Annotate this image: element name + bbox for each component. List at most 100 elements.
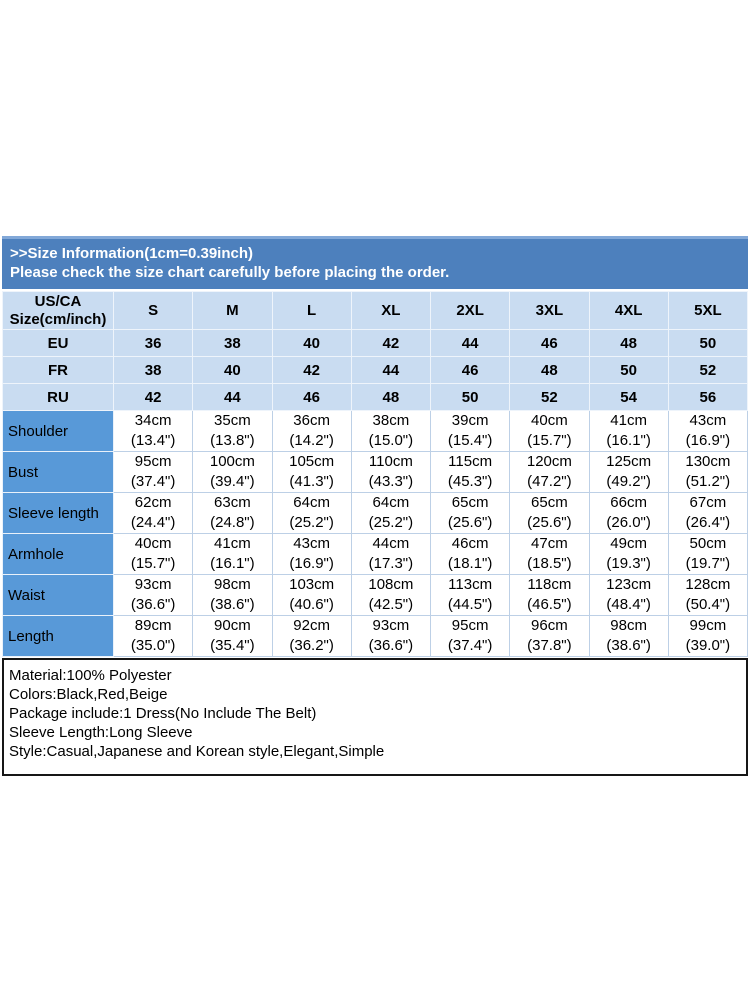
size-header-4xl: 4XL	[588, 291, 669, 330]
banner-subtitle: Please check the size chart carefully be…	[10, 264, 450, 281]
measurement-inch: (50.4")	[685, 596, 731, 613]
measurement-inch: (25.6")	[527, 514, 572, 531]
measurement-inch: (40.6")	[289, 596, 334, 613]
size-info-banner: >>Size Information(1cm=0.39inch) Please …	[2, 236, 748, 289]
size-header-l: L	[271, 291, 352, 330]
measurement-value-cell: 93cm (36.6")	[112, 574, 194, 616]
measurement-value-cell: 40cm (15.7")	[112, 533, 194, 575]
measurement-inch: (37.8")	[527, 637, 572, 654]
measurement-value-cell: 63cm (24.8")	[192, 492, 273, 534]
measurement-inch: (15.4")	[447, 432, 493, 449]
measurement-value-cell: 67cm (26.4")	[667, 492, 749, 534]
measurement-cm: 100cm	[209, 453, 255, 470]
measurement-value-cell: 65cm (25.6")	[509, 492, 590, 534]
measurement-cm: 62cm	[134, 494, 172, 511]
measurement-cm: 44cm	[372, 535, 410, 552]
measurement-value-cell: 110cm (43.3")	[350, 451, 432, 493]
measurement-cm: 93cm	[372, 617, 410, 634]
measurement-inch: (37.4")	[130, 473, 176, 490]
region-label: RU	[2, 383, 114, 411]
measurement-cm: 130cm	[685, 453, 731, 470]
measurement-cm: 98cm	[214, 576, 251, 593]
region-size-value: 50	[667, 329, 749, 357]
region-size-value: 48	[509, 356, 590, 384]
measurement-cm: 50cm	[689, 535, 727, 552]
measurement-cm: 49cm	[610, 535, 647, 552]
measurement-value-cell: 123cm (48.4")	[588, 574, 669, 616]
measurement-inch: (37.4")	[447, 637, 493, 654]
measurement-cm: 123cm	[606, 576, 652, 593]
region-row-eu: EU 36 38 40 42 44 46 48 50	[2, 329, 749, 357]
measurement-cm: 113cm	[448, 576, 493, 593]
measurement-cm: 64cm	[293, 494, 330, 511]
measurement-cm: 98cm	[610, 617, 647, 634]
measurement-inch: (39.0")	[685, 637, 731, 654]
measurement-value-cell: 65cm (25.6")	[429, 492, 511, 534]
measurement-value-cell: 46cm (18.1")	[429, 533, 511, 575]
measurement-cm: 41cm	[214, 535, 251, 552]
size-header-s: S	[112, 291, 194, 330]
measurement-inch: (38.6")	[606, 637, 651, 654]
measurement-inch: (51.2")	[685, 473, 731, 490]
measurement-inch: (18.1")	[447, 555, 493, 572]
measurement-value-cell: 120cm (47.2")	[509, 451, 590, 493]
measurement-cm: 108cm	[368, 576, 414, 593]
region-row-ru: RU 42 44 46 48 50 52 54 56	[2, 383, 749, 411]
measurement-inch: (41.3")	[289, 473, 334, 490]
measurement-label: Armhole	[2, 533, 114, 575]
measurement-cm: 93cm	[134, 576, 172, 593]
measurement-label: Waist	[2, 574, 114, 616]
region-size-value: 50	[429, 383, 511, 411]
measurement-value-cell: 50cm (19.7")	[667, 533, 749, 575]
measurement-cm: 46cm	[451, 535, 489, 552]
measurement-inch: (15.7")	[130, 555, 176, 572]
measurement-cm: 92cm	[293, 617, 330, 634]
info-style: Style:Casual,Japanese and Korean style,E…	[9, 743, 385, 760]
measurement-cm: 66cm	[610, 494, 647, 511]
measurement-row-armhole: Armhole 40cm (15.7") 41cm (16.1") 43cm (16.9")…	[2, 533, 749, 575]
measurement-cm: 65cm	[531, 494, 568, 511]
measurement-value-cell: 130cm (51.2")	[667, 451, 749, 493]
measurement-value-cell: 95cm (37.4")	[429, 615, 511, 657]
info-sleeve-length: Sleeve Length:Long Sleeve	[9, 724, 193, 741]
measurement-row-sleeve-length: Sleeve length 62cm (24.4") 63cm (24.8") 64cm (…	[2, 492, 749, 534]
region-size-value: 44	[192, 383, 273, 411]
measurement-cm: 64cm	[372, 494, 410, 511]
size-header-row: US/CA Size(cm/inch) S M L XL 2XL 3XL 4XL…	[2, 291, 749, 330]
region-size-value: 40	[271, 329, 352, 357]
measurement-value-cell: 128cm (50.4")	[667, 574, 749, 616]
measurement-cm: 125cm	[606, 453, 652, 470]
measurement-cm: 63cm	[214, 494, 251, 511]
region-row-fr: FR 38 40 42 44 46 48 50 52	[2, 356, 749, 384]
region-size-value: 42	[271, 356, 352, 384]
measurement-inch: (48.4")	[606, 596, 651, 613]
measurement-inch: (25.6")	[447, 514, 493, 531]
measurement-value-cell: 96cm (37.8")	[509, 615, 590, 657]
measurement-value-cell: 43cm (16.9")	[271, 533, 352, 575]
measurement-cm: 40cm	[531, 412, 568, 429]
measurement-cm: 40cm	[134, 535, 172, 552]
measurement-cm: 105cm	[289, 453, 335, 470]
measurement-value-cell: 98cm (38.6")	[588, 615, 669, 657]
corner-header-line2: Size(cm/inch)	[9, 310, 107, 328]
size-header-xl: XL	[350, 291, 432, 330]
region-size-value: 52	[509, 383, 590, 411]
measurement-inch: (25.2")	[289, 514, 334, 531]
measurement-inch: (26.0")	[606, 514, 651, 531]
measurement-value-cell: 105cm (41.3")	[271, 451, 352, 493]
measurement-inch: (36.6")	[130, 596, 176, 613]
info-material: Material:100% Polyester	[9, 667, 172, 684]
region-size-value: 38	[112, 356, 194, 384]
measurement-value-cell: 100cm (39.4")	[192, 451, 273, 493]
measurement-inch: (16.1")	[606, 432, 651, 449]
size-header-2xl: 2XL	[429, 291, 511, 330]
region-size-value: 44	[350, 356, 432, 384]
measurement-cm: 39cm	[451, 412, 489, 429]
measurement-cm: 47cm	[531, 535, 568, 552]
measurement-inch: (36.2")	[289, 637, 334, 654]
region-size-value: 36	[112, 329, 194, 357]
measurement-value-cell: 34cm (13.4")	[112, 410, 194, 452]
measurement-value-cell: 64cm (25.2")	[271, 492, 352, 534]
measurement-inch: (26.4")	[685, 514, 731, 531]
measurement-value-cell: 47cm (18.5")	[509, 533, 590, 575]
